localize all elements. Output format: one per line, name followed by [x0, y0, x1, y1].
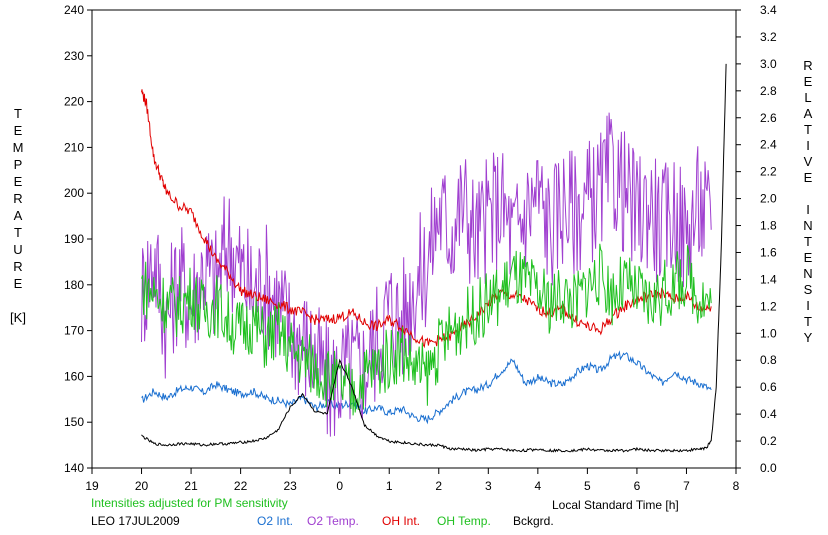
y-left-tick-label: 150 — [64, 415, 84, 429]
x-tick-label: 4 — [535, 479, 542, 493]
left-axis-label-char: R — [13, 191, 22, 206]
x-tick-label: 19 — [85, 479, 99, 493]
site-date-label: LEO 17JUL2009 — [91, 514, 180, 528]
y-left-tick-label: 160 — [64, 369, 84, 383]
y-right-tick-label: 3.0 — [760, 57, 777, 71]
y-right-tick-label: 0.2 — [760, 434, 777, 448]
right-axis-label-char: S — [804, 282, 813, 297]
y-right-tick-label: 0.6 — [760, 380, 777, 394]
y-right-tick-label: 1.6 — [760, 245, 777, 259]
y-right-tick-label: 0.8 — [760, 353, 777, 367]
right-axis-label-char: N — [803, 266, 812, 281]
right-axis-label-char: E — [804, 250, 813, 265]
y-left-tick-label: 200 — [64, 186, 84, 200]
y-left-tick-label: 230 — [64, 49, 84, 63]
y-right-tick-label: 3.4 — [760, 3, 777, 17]
right-axis-label-char: T — [804, 314, 812, 329]
x-tick-label: 20 — [135, 479, 149, 493]
right-axis-label-char: T — [804, 122, 812, 137]
y-right-tick-label: 1.4 — [760, 272, 777, 286]
y-right-tick-label: 2.8 — [760, 84, 777, 98]
right-axis-label-char: I — [806, 138, 810, 153]
right-axis-label-char: R — [803, 58, 812, 73]
left-axis-label-char: M — [13, 140, 24, 155]
series-line-o2-temp — [141, 112, 712, 437]
right-axis-label-char: T — [804, 234, 812, 249]
y-right-tick-label: 0.0 — [760, 461, 777, 475]
left-axis-label-char: E — [14, 123, 23, 138]
left-axis-label-char: T — [14, 225, 22, 240]
y-right-tick-label: 2.6 — [760, 111, 777, 125]
y-left-tick-label: 180 — [64, 278, 84, 292]
legend-o2-int: O2 Int. — [257, 514, 293, 528]
y-right-tick-label: 1.0 — [760, 326, 777, 340]
legend-oh-temp: OH Temp. — [437, 514, 491, 528]
right-axis-label-char: Y — [804, 330, 813, 345]
left-axis-label-char: E — [14, 174, 23, 189]
y-right-tick-label: 3.2 — [760, 30, 777, 44]
x-tick-label: 7 — [683, 479, 690, 493]
legend-bckgrd: Bckgrd. — [513, 514, 554, 528]
pm-sensitivity-note: Intensities adjusted for PM sensitivity — [91, 496, 288, 510]
x-axis-label: Local Standard Time [h] — [552, 498, 679, 512]
series-line-bckgrd — [141, 63, 727, 453]
series-line-oh-temp — [141, 243, 712, 416]
x-tick-label: 22 — [234, 479, 248, 493]
y-left-tick-label: 210 — [64, 140, 84, 154]
y-left-tick-label: 240 — [64, 3, 84, 17]
series-layer — [141, 63, 727, 453]
y-left-tick-label: 190 — [64, 232, 84, 246]
right-axis-label-char: I — [806, 298, 810, 313]
y-right-tick-label: 2.4 — [760, 138, 777, 152]
x-tick-label: 0 — [336, 479, 343, 493]
y-left-tick-label: 220 — [64, 95, 84, 109]
left-axis-label-char: A — [14, 208, 23, 223]
left-axis-label-char: [K] — [10, 310, 26, 325]
left-axis-label-char: U — [13, 242, 22, 257]
legend-o2-temp: O2 Temp. — [307, 514, 359, 528]
x-tick-label: 1 — [386, 479, 393, 493]
x-tick-label: 6 — [634, 479, 641, 493]
axes-layer: 1401501601701801902002102202302400.00.20… — [10, 3, 813, 493]
y-left-tick-label: 140 — [64, 461, 84, 475]
x-tick-label: 3 — [485, 479, 492, 493]
y-right-tick-label: 1.8 — [760, 219, 777, 233]
left-axis-label-char: P — [14, 157, 23, 172]
right-axis-label-char: V — [804, 154, 813, 169]
y-right-tick-label: 0.4 — [760, 407, 777, 421]
legend-oh-int: OH Int. — [382, 514, 420, 528]
y-right-tick-label: 1.2 — [760, 299, 777, 313]
x-tick-label: 8 — [733, 479, 740, 493]
right-axis-label-char: A — [804, 106, 813, 121]
x-tick-label: 21 — [184, 479, 198, 493]
x-tick-label: 5 — [584, 479, 591, 493]
left-axis-label-char: T — [14, 106, 22, 121]
right-axis-label-char: E — [804, 170, 813, 185]
y-right-tick-label: 2.2 — [760, 165, 777, 179]
x-tick-label: 2 — [435, 479, 442, 493]
left-axis-label-char: R — [13, 259, 22, 274]
legend: O2 Int. O2 Temp. OH Int. OH Temp. Bckgrd… — [257, 514, 554, 528]
y-left-tick-label: 170 — [64, 324, 84, 338]
right-axis-label-char: I — [806, 202, 810, 217]
right-axis-label-char: E — [804, 74, 813, 89]
x-tick-label: 23 — [283, 479, 297, 493]
left-axis-label-char: E — [14, 276, 23, 291]
y-right-tick-label: 2.0 — [760, 192, 777, 206]
right-axis-label-char: L — [804, 90, 811, 105]
series-line-o2-int — [141, 350, 712, 425]
right-axis-label-char: N — [803, 218, 812, 233]
